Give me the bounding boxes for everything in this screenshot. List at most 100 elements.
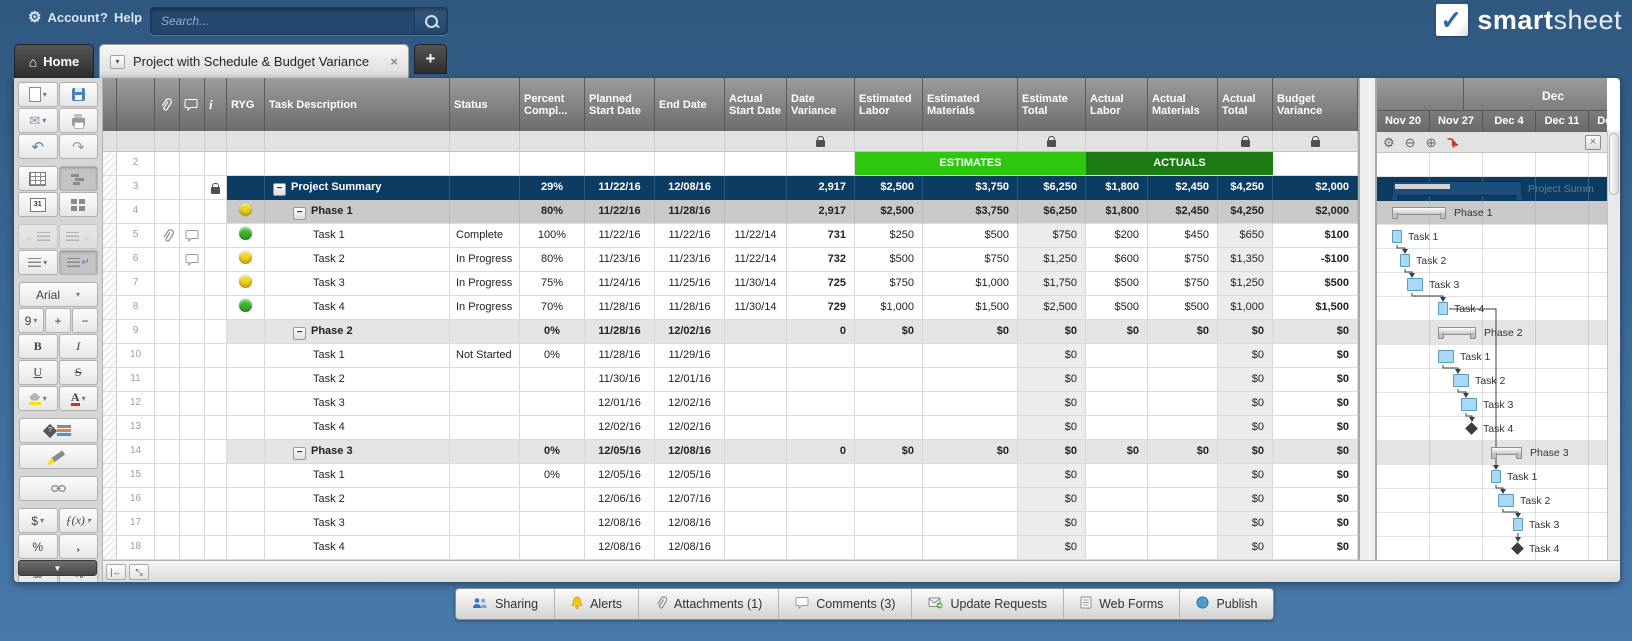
row-number[interactable]: 13	[117, 416, 155, 440]
gantt-bar-phase-1[interactable]	[1392, 207, 1446, 215]
comment-icon[interactable]	[180, 224, 205, 248]
calendar-view-button[interactable]: 31	[18, 192, 58, 217]
cell-ryg[interactable]	[227, 200, 265, 224]
row-lock-icon[interactable]	[205, 176, 227, 200]
cell-info[interactable]	[205, 416, 227, 440]
cell-astart[interactable]	[725, 440, 787, 464]
cell-status[interactable]: Not Started	[450, 344, 520, 368]
cell-al[interactable]	[1086, 416, 1148, 440]
cell-et[interactable]: $0	[1018, 488, 1086, 512]
cell-astart[interactable]	[725, 536, 787, 560]
cell-al[interactable]: $1,800	[1086, 176, 1148, 200]
cell-ryg[interactable]	[227, 368, 265, 392]
cell-bv[interactable]: $0	[1273, 392, 1358, 416]
gantt-bar-phase-2[interactable]	[1438, 327, 1476, 335]
row-number[interactable]: 12	[117, 392, 155, 416]
tab-home[interactable]: ⌂ Home	[14, 44, 94, 78]
cell-status[interactable]	[450, 416, 520, 440]
cell-comment[interactable]	[180, 464, 205, 488]
cell-status[interactable]	[450, 368, 520, 392]
cell-end[interactable]: 11/28/16	[655, 296, 725, 320]
cell-et[interactable]: $0	[1018, 536, 1086, 560]
cell-end[interactable]: 11/29/16	[655, 344, 725, 368]
save-button[interactable]	[59, 82, 99, 107]
cell-info[interactable]	[205, 512, 227, 536]
card-view-button[interactable]	[59, 192, 99, 217]
grid-view-button[interactable]	[18, 166, 58, 191]
cell-dv[interactable]: 0	[787, 440, 855, 464]
cell-ryg[interactable]	[227, 464, 265, 488]
cell-task[interactable]: Task 2	[265, 488, 450, 512]
bottom-bar-alerts-button[interactable]: Alerts	[554, 589, 638, 619]
row-number[interactable]: 9	[117, 320, 155, 344]
formula-button[interactable]: ƒ(x)▾	[59, 508, 99, 533]
tab-active-sheet[interactable]: ▾ Project with Schedule & Budget Varianc…	[99, 44, 409, 78]
cell-astart[interactable]	[725, 488, 787, 512]
cell-am[interactable]: $750	[1148, 248, 1218, 272]
cell-task[interactable]: Task 1	[265, 344, 450, 368]
attachment-icon[interactable]	[155, 224, 180, 248]
gantt-bar-project-summ[interactable]	[1392, 181, 1522, 196]
cell-task[interactable]: Task 4	[265, 296, 450, 320]
cell-dv[interactable]	[787, 368, 855, 392]
cell-pct[interactable]: 75%	[520, 272, 585, 296]
percent-format-button[interactable]: %	[18, 534, 58, 559]
thousands-separator-button[interactable]: ,	[59, 534, 99, 559]
cell-em[interactable]	[923, 416, 1018, 440]
cell-al[interactable]	[1086, 392, 1148, 416]
scroll-to-start-button[interactable]: |←	[106, 564, 126, 580]
cell-planned[interactable]: 11/30/16	[585, 368, 655, 392]
cell-info[interactable]	[205, 536, 227, 560]
cell-comment[interactable]	[180, 416, 205, 440]
redo-button[interactable]: ↷	[59, 134, 99, 159]
cell-em[interactable]	[923, 368, 1018, 392]
cell-info[interactable]	[205, 152, 227, 176]
print-button[interactable]	[59, 108, 99, 133]
cell-et[interactable]: $6,250	[1018, 200, 1086, 224]
cell-et[interactable]: $0	[1018, 464, 1086, 488]
cell-status[interactable]	[450, 320, 520, 344]
collapse-icon[interactable]: −	[273, 183, 286, 196]
comment-column-icon[interactable]	[180, 78, 205, 131]
cell-pct[interactable]	[520, 416, 585, 440]
cell-astart[interactable]: 11/22/14	[725, 224, 787, 248]
cell-status[interactable]	[450, 536, 520, 560]
tab-close-icon[interactable]: ×	[390, 54, 398, 69]
cell-dv[interactable]: 0	[787, 320, 855, 344]
cell-em[interactable]: $0	[923, 320, 1018, 344]
cell-dv[interactable]	[787, 464, 855, 488]
collapse-icon[interactable]: −	[293, 447, 306, 460]
column-header-em[interactable]: Estimated Materials	[923, 78, 1018, 131]
cell-dv[interactable]	[787, 512, 855, 536]
cell-bv[interactable]: $0	[1273, 344, 1358, 368]
cell-task[interactable]: −Phase 2	[265, 320, 450, 344]
search-button[interactable]	[414, 8, 447, 34]
cell-end[interactable]: 12/02/16	[655, 416, 725, 440]
cell-ryg[interactable]	[227, 488, 265, 512]
cell-comment[interactable]	[180, 488, 205, 512]
cell-am[interactable]: $0	[1148, 320, 1218, 344]
cell-status[interactable]	[450, 200, 520, 224]
cell-em[interactable]: $1,500	[923, 296, 1018, 320]
gantt-bar-phase-3[interactable]	[1491, 447, 1522, 455]
cell-bv[interactable]: $1,500	[1273, 296, 1358, 320]
cell-info[interactable]	[205, 296, 227, 320]
cell-el[interactable]	[855, 368, 923, 392]
cell-al[interactable]	[1086, 512, 1148, 536]
cell-et[interactable]: $0	[1018, 440, 1086, 464]
gantt-bar-task-4[interactable]	[1438, 302, 1448, 315]
cell-status[interactable]	[450, 176, 520, 200]
cell-planned[interactable]: 12/05/16	[585, 440, 655, 464]
cell-astart[interactable]: 11/30/14	[725, 272, 787, 296]
cell-end[interactable]: 12/02/16	[655, 320, 725, 344]
cell-pct[interactable]: 80%	[520, 200, 585, 224]
cell-info[interactable]	[205, 440, 227, 464]
cell-el[interactable]	[855, 416, 923, 440]
cell-at[interactable]: $0	[1218, 536, 1273, 560]
cell-at[interactable]: $0	[1218, 392, 1273, 416]
cell-dv[interactable]	[787, 488, 855, 512]
cell-task[interactable]: Task 4	[265, 536, 450, 560]
cell-al[interactable]: $1,800	[1086, 200, 1148, 224]
font-color-button[interactable]: A ▾	[59, 386, 99, 411]
cell-end[interactable]: 12/05/16	[655, 464, 725, 488]
